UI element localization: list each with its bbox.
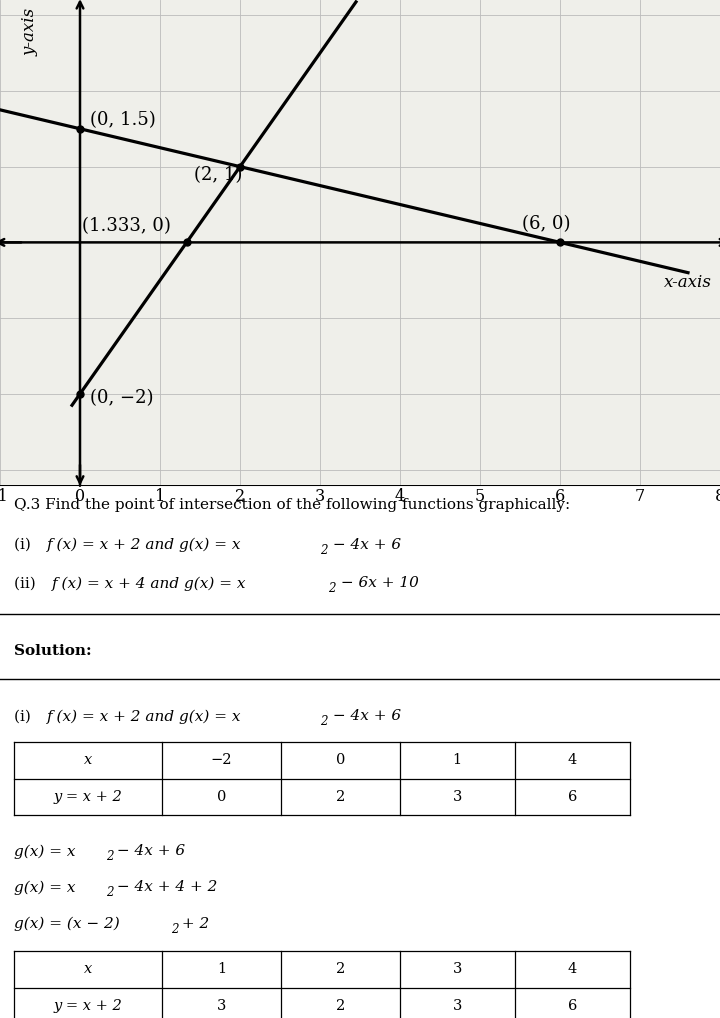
Text: (2, 1): (2, 1) [194,166,242,184]
Text: 2: 2 [336,999,345,1013]
Text: g(x) = x: g(x) = x [14,844,76,858]
Text: f (x) = x + 2 and g(x) = x: f (x) = x + 2 and g(x) = x [47,539,241,553]
Text: (ii): (ii) [14,576,41,590]
Text: 6: 6 [567,999,577,1013]
Text: f (x) = x + 4 and g(x) = x: f (x) = x + 4 and g(x) = x [52,576,246,590]
Text: − 4x + 6: − 4x + 6 [328,710,402,723]
Text: 2: 2 [320,715,328,728]
Text: − 4x + 4 + 2: − 4x + 4 + 2 [112,881,217,895]
Text: 4: 4 [568,753,577,768]
Text: 2: 2 [106,850,113,863]
Text: Q.3 Find the point of intersection of the following functions graphically:: Q.3 Find the point of intersection of th… [14,498,571,512]
Text: 0: 0 [217,790,226,803]
Text: (0, 1.5): (0, 1.5) [89,111,156,129]
Text: 6: 6 [567,790,577,803]
Text: 0: 0 [336,753,345,768]
Text: + 2: + 2 [177,916,210,930]
Text: 1: 1 [453,753,462,768]
Text: 2: 2 [336,790,345,803]
Text: (1.333, 0): (1.333, 0) [82,217,171,235]
Text: 3: 3 [452,962,462,976]
Text: x: x [84,962,92,976]
Text: f (x) = x + 2 and g(x) = x: f (x) = x + 2 and g(x) = x [47,710,241,724]
Text: (0, −2): (0, −2) [89,389,153,407]
Text: − 4x + 6: − 4x + 6 [328,539,402,552]
Text: 2: 2 [106,887,113,899]
Text: y = x + 2: y = x + 2 [54,999,122,1013]
Text: x: x [84,753,92,768]
Text: g(x) = (x − 2): g(x) = (x − 2) [14,916,120,931]
Text: 2: 2 [320,544,328,557]
Text: 1: 1 [217,962,226,976]
Text: 2: 2 [336,962,345,976]
Text: x-axis: x-axis [664,274,712,291]
Text: (6, 0): (6, 0) [521,215,570,233]
Text: 3: 3 [452,790,462,803]
Text: Solution:: Solution: [14,644,92,659]
Text: 3: 3 [452,999,462,1013]
Text: − 6x + 10: − 6x + 10 [336,576,418,590]
Text: (i): (i) [14,710,36,723]
Text: − 4x + 6: − 4x + 6 [112,844,186,858]
Text: g(x) = x: g(x) = x [14,881,76,895]
Text: 4: 4 [568,962,577,976]
Text: y-axis: y-axis [22,7,39,56]
Text: −2: −2 [211,753,232,768]
Text: y = x + 2: y = x + 2 [54,790,122,803]
Text: (i): (i) [14,539,36,552]
Text: 2: 2 [171,922,178,936]
Text: 2: 2 [328,582,335,596]
Text: 3: 3 [217,999,226,1013]
